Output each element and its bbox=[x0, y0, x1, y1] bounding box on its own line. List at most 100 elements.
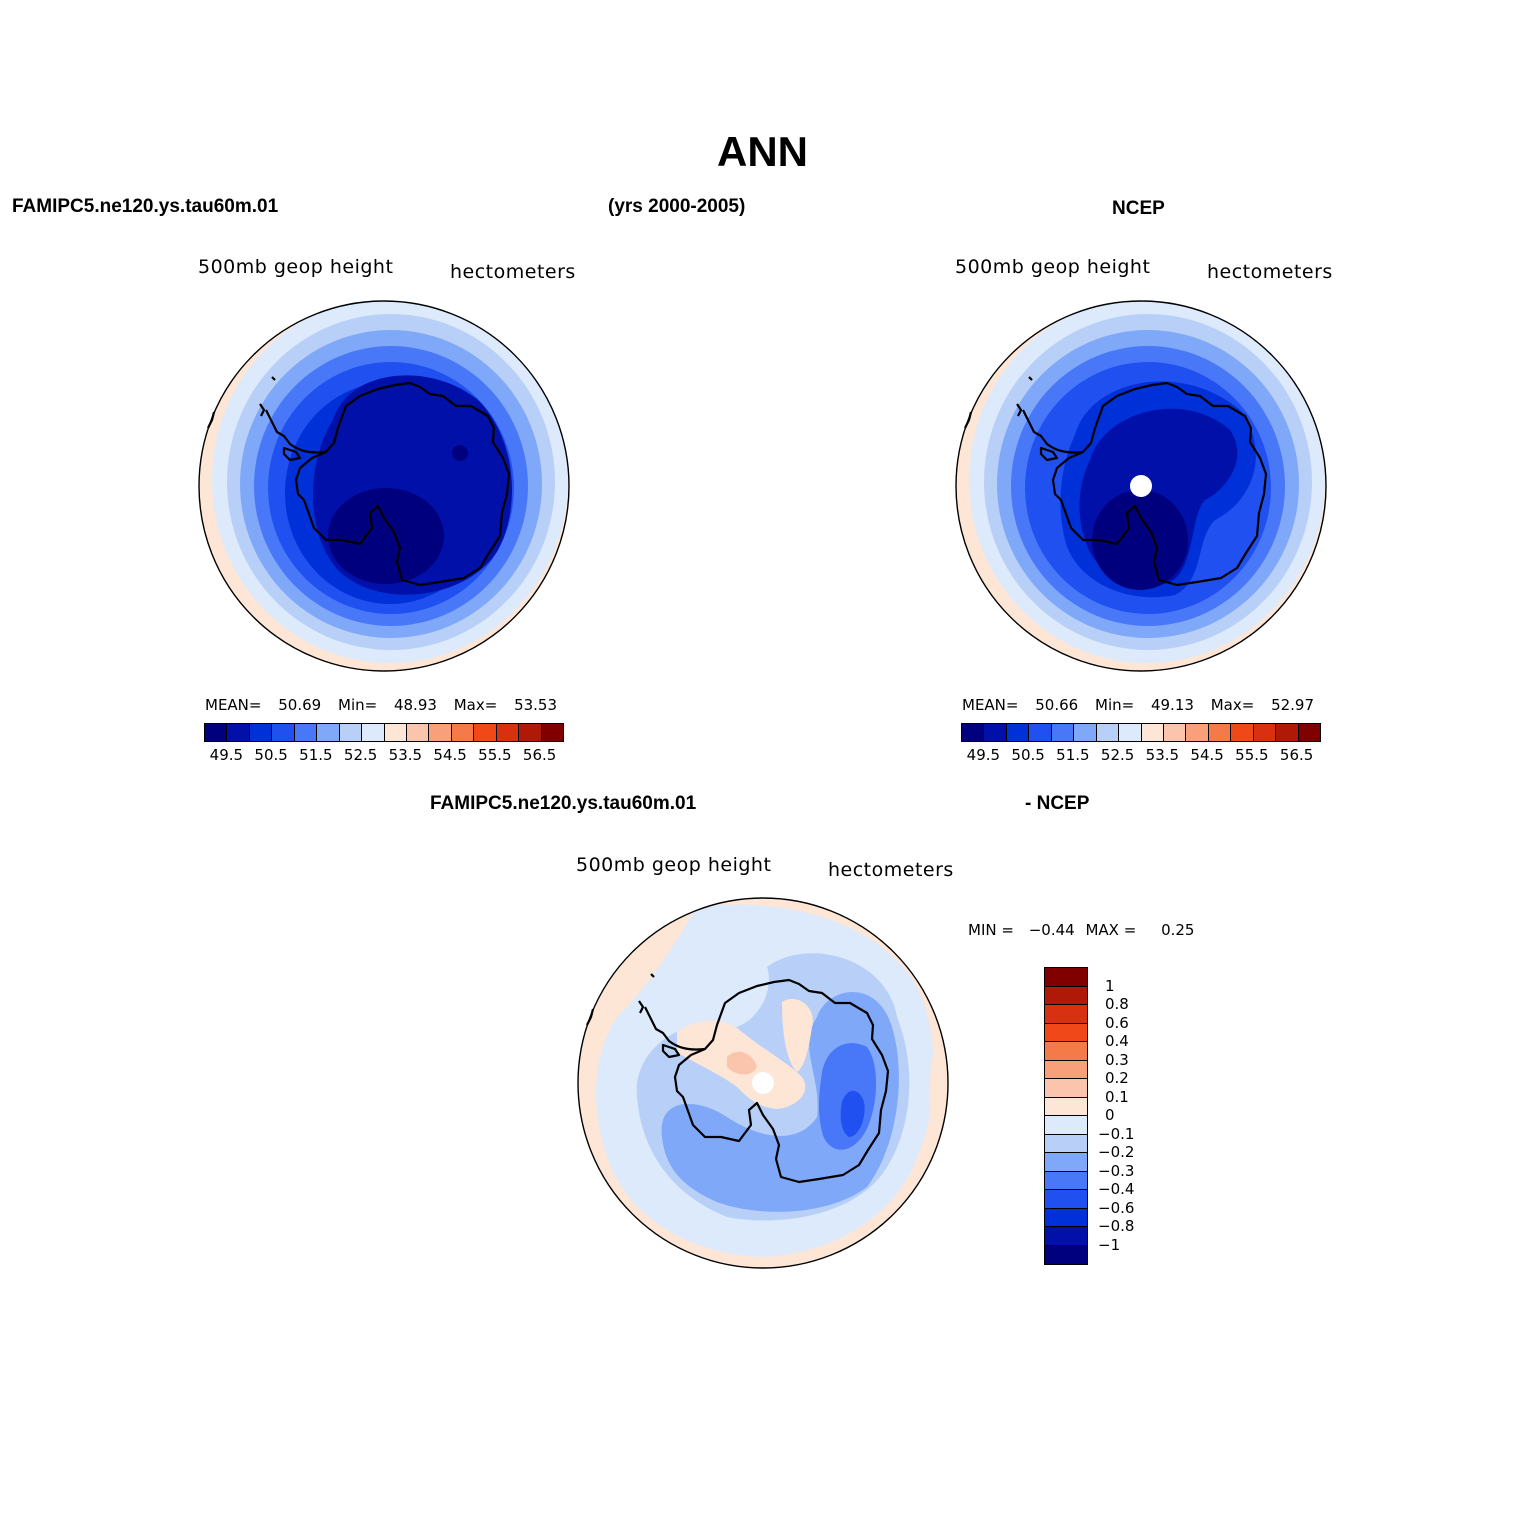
model-min-value: 48.93 bbox=[393, 696, 437, 714]
colorbar-tick-label: 56.5 bbox=[522, 746, 557, 764]
colorbar-swatch bbox=[362, 724, 385, 741]
colorbar-swatch bbox=[1045, 1245, 1087, 1264]
diff-variable-label: 500mb geop height bbox=[576, 854, 772, 876]
model-stats: MEAN= 50.69 Min= 48.93 Max= 53.53 bbox=[205, 696, 557, 714]
model-units-label: hectometers bbox=[450, 261, 576, 283]
colorbar-swatch bbox=[406, 724, 430, 741]
colorbar-swatch bbox=[1231, 724, 1254, 741]
colorbar-tick-label: 52.5 bbox=[1100, 746, 1135, 764]
colorbar-tick-label: 0.4 bbox=[1105, 1032, 1129, 1050]
colorbar-swatch bbox=[1045, 1042, 1087, 1061]
colorbar-tick-label: 0.3 bbox=[1105, 1050, 1129, 1069]
colorbar-swatch bbox=[1119, 724, 1142, 741]
colorbar-tick-label: −0.3 bbox=[1098, 1161, 1135, 1180]
diff-max-label: MAX = bbox=[1085, 921, 1137, 939]
colorbar-swatch bbox=[339, 724, 363, 741]
ncep-max-label: Max= bbox=[1210, 696, 1255, 714]
ncep-min-label: Min= bbox=[1095, 696, 1135, 714]
colorbar-tick-label: 51.5 bbox=[1056, 746, 1090, 764]
colorbar-swatch bbox=[317, 724, 340, 741]
model-min-label: Min= bbox=[338, 696, 378, 714]
colorbar-swatch bbox=[249, 724, 273, 741]
model-max-value: 53.53 bbox=[514, 696, 558, 714]
colorbar-tick-label: 53.5 bbox=[1145, 746, 1180, 764]
ncep-stats: MEAN= 50.66 Min= 49.13 Max= 52.97 bbox=[962, 696, 1314, 714]
model-polar-map bbox=[198, 300, 570, 672]
colorbar-swatch bbox=[1051, 724, 1075, 741]
colorbar-swatch bbox=[1045, 1134, 1087, 1153]
colorbar-swatch bbox=[227, 724, 250, 741]
colorbar-swatch bbox=[1045, 1190, 1087, 1209]
colorbar-swatch bbox=[474, 724, 497, 741]
colorbar-swatch bbox=[1208, 724, 1232, 741]
figure-title: ANN bbox=[717, 128, 808, 175]
colorbar-swatch bbox=[1253, 724, 1277, 741]
model-variable-label: 500mb geop height bbox=[198, 256, 394, 278]
colorbar-swatch bbox=[984, 724, 1007, 741]
colorbar-tick-label: 0 bbox=[1105, 1106, 1115, 1124]
colorbar-tick-label: 1 bbox=[1105, 976, 1115, 995]
colorbar-tick-label: −0.2 bbox=[1098, 1143, 1135, 1161]
diff-stats: MIN = −0.44 MAX = 0.25 bbox=[968, 921, 1194, 939]
ncep-colorbar bbox=[961, 723, 1321, 742]
colorbar-swatch bbox=[519, 724, 542, 741]
colorbar-tick-label: 49.5 bbox=[966, 746, 1001, 764]
colorbar-tick-label: 53.5 bbox=[388, 746, 423, 764]
ncep-variable-label: 500mb geop height bbox=[955, 256, 1151, 278]
colorbar-swatch bbox=[1006, 724, 1030, 741]
colorbar-swatch bbox=[294, 724, 318, 741]
colorbar-swatch bbox=[1045, 1208, 1087, 1227]
model-colorbar bbox=[204, 723, 564, 742]
colorbar-tick-label: 0.1 bbox=[1105, 1087, 1129, 1106]
colorbar-swatch bbox=[1163, 724, 1187, 741]
ncep-min-value: 49.13 bbox=[1150, 696, 1194, 714]
ncep-max-value: 52.97 bbox=[1271, 696, 1315, 714]
colorbar-swatch bbox=[1045, 1097, 1087, 1116]
top-right-header: NCEP bbox=[1112, 198, 1165, 219]
colorbar-tick-label: 52.5 bbox=[343, 746, 378, 764]
colorbar-swatch bbox=[1276, 724, 1299, 741]
colorbar-tick-label: 50.5 bbox=[1011, 746, 1045, 764]
colorbar-tick-label: 49.5 bbox=[209, 746, 244, 764]
model-mean-value: 50.69 bbox=[278, 696, 322, 714]
colorbar-tick-label: 51.5 bbox=[299, 746, 333, 764]
colorbar-swatch bbox=[272, 724, 295, 741]
diff-max-value: 0.25 bbox=[1161, 921, 1195, 939]
diff-min-label: MIN = bbox=[968, 921, 1014, 939]
model-mean-label: MEAN= bbox=[205, 696, 262, 714]
colorbar-swatch bbox=[1141, 724, 1164, 741]
colorbar-swatch bbox=[1029, 724, 1052, 741]
colorbar-swatch bbox=[1045, 1005, 1087, 1024]
bottom-left-header: FAMIPC5.ne120.ys.tau60m.01 bbox=[430, 793, 697, 814]
diff-min-value: −0.44 bbox=[1028, 921, 1075, 939]
colorbar-swatch bbox=[496, 724, 520, 741]
colorbar-swatch bbox=[1045, 986, 1087, 1005]
colorbar-swatch bbox=[1045, 1060, 1087, 1079]
colorbar-tick-label: 0.2 bbox=[1105, 1069, 1129, 1087]
colorbar-tick-label: 54.5 bbox=[433, 746, 467, 764]
diff-polar-map bbox=[577, 897, 949, 1269]
ncep-polar-map bbox=[955, 300, 1327, 672]
colorbar-swatch bbox=[384, 724, 407, 741]
colorbar-swatch bbox=[1045, 1116, 1087, 1135]
colorbar-tick-label: 55.5 bbox=[478, 746, 512, 764]
model-max-label: Max= bbox=[453, 696, 498, 714]
bottom-right-header: - NCEP bbox=[1025, 793, 1090, 814]
colorbar-tick-label: 55.5 bbox=[1235, 746, 1269, 764]
colorbar-swatch bbox=[1045, 1153, 1087, 1172]
colorbar-swatch bbox=[205, 724, 228, 741]
top-center-header: (yrs 2000-2005) bbox=[608, 196, 746, 217]
colorbar-swatch bbox=[1045, 1023, 1087, 1042]
colorbar-tick-label: −0.4 bbox=[1098, 1180, 1135, 1198]
top-left-header: FAMIPC5.ne120.ys.tau60m.01 bbox=[12, 196, 279, 217]
colorbar-swatch bbox=[1074, 724, 1097, 741]
colorbar-tick-label: 54.5 bbox=[1190, 746, 1224, 764]
ncep-units-label: hectometers bbox=[1207, 261, 1333, 283]
colorbar-swatch bbox=[1045, 1171, 1087, 1190]
colorbar-swatch bbox=[541, 724, 563, 741]
colorbar-swatch bbox=[1186, 724, 1209, 741]
diff-colorbar bbox=[1044, 967, 1088, 1265]
colorbar-swatch bbox=[1045, 968, 1087, 987]
colorbar-swatch bbox=[1045, 1079, 1087, 1098]
colorbar-swatch bbox=[451, 724, 475, 741]
